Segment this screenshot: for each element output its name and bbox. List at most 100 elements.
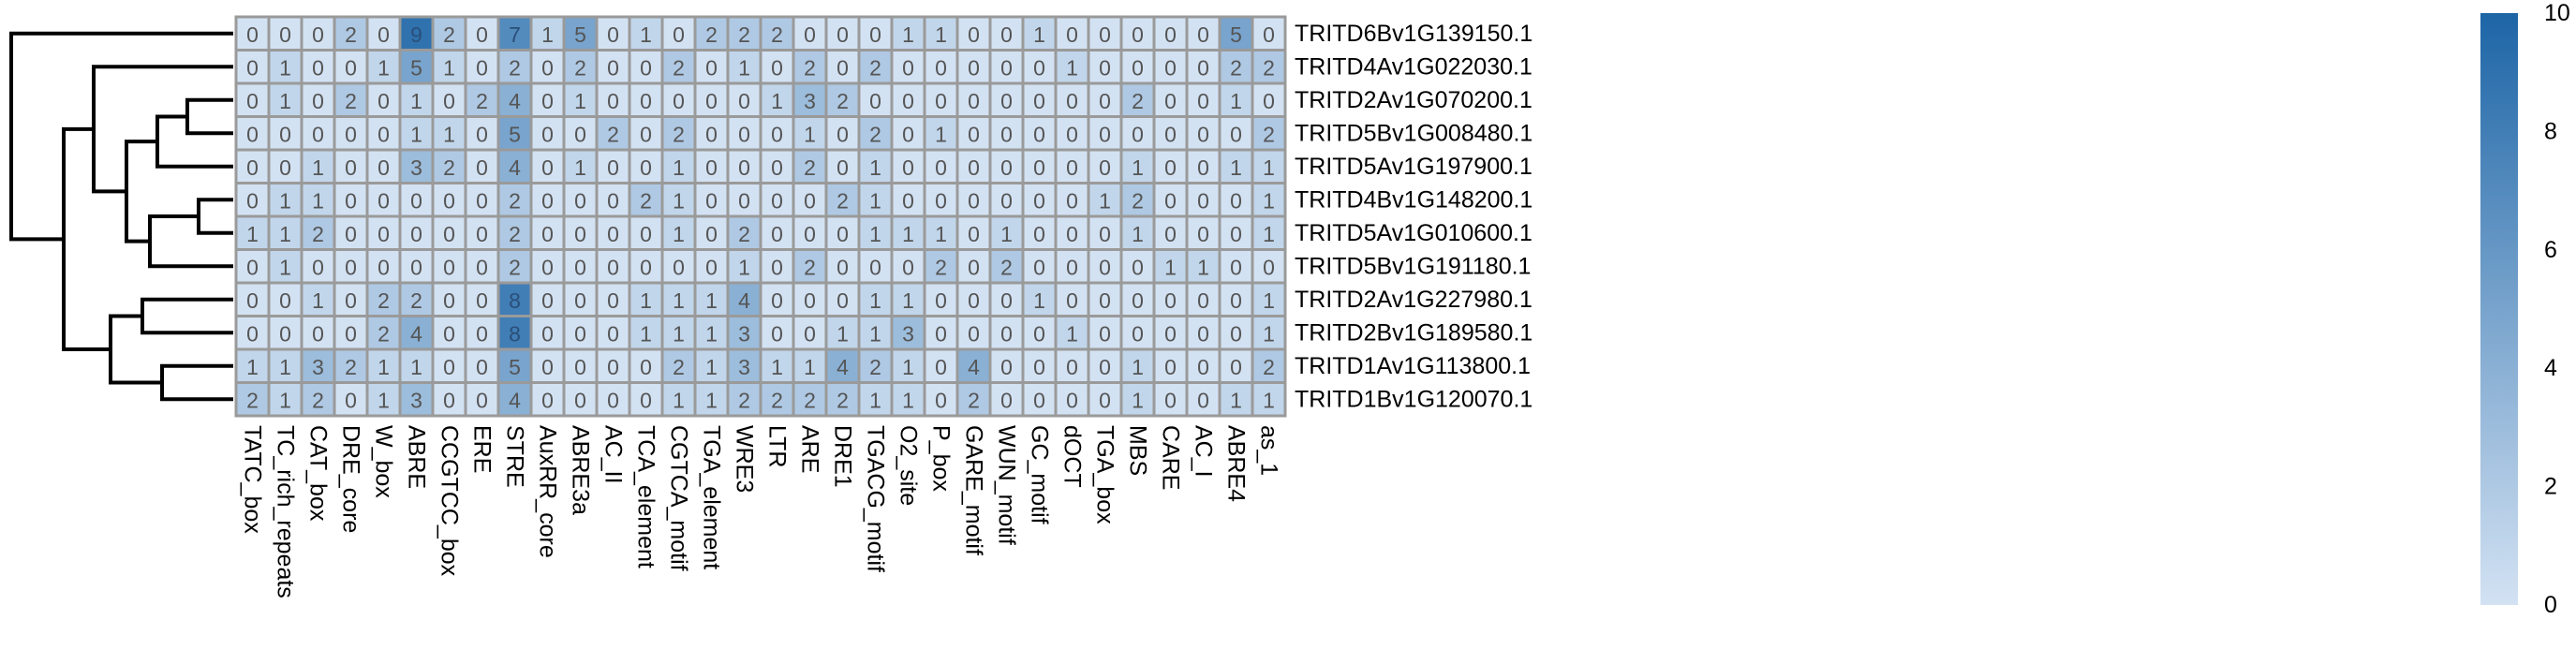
cell-value-label: 0 <box>246 22 259 47</box>
heatmap-cell <box>333 115 369 152</box>
heatmap-cell <box>1218 81 1254 118</box>
cell-value-label: 0 <box>607 22 619 47</box>
heatmap-cell <box>595 182 631 218</box>
cell-value-label: 0 <box>1197 355 1209 379</box>
cell-value-label: 0 <box>279 22 291 47</box>
heatmap-cell <box>529 315 566 351</box>
cell-value-label: 0 <box>836 255 849 279</box>
cell-value-label: 1 <box>1164 255 1177 279</box>
column-label: CAT_box <box>305 425 332 522</box>
cell-value-label: 1 <box>836 321 849 346</box>
colorbar-tick-label: 4 <box>2544 355 2557 381</box>
heatmap-cell <box>267 49 303 85</box>
cell-value-label: 0 <box>1164 22 1177 47</box>
cell-value-label: 0 <box>1197 155 1209 180</box>
cell-value-label: 0 <box>443 288 455 313</box>
cell-value-label: 2 <box>246 388 259 412</box>
cell-value-label: 2 <box>804 155 816 180</box>
cell-value-label: 2 <box>836 188 849 213</box>
cell-value-label: 2 <box>935 255 947 279</box>
cell-value-label: 0 <box>771 222 783 246</box>
cell-value-label: 4 <box>410 321 422 346</box>
row-label: TRITD1Bv1G120070.1 <box>1295 386 1532 412</box>
cell-value-label: 1 <box>1263 388 1275 412</box>
cell-value-label: 0 <box>607 321 619 346</box>
cell-value-label: 1 <box>279 89 291 113</box>
heatmap-cell <box>726 381 762 418</box>
heatmap-cell <box>726 81 762 118</box>
cell-value-label: 0 <box>1000 355 1013 379</box>
cell-value-label: 2 <box>312 388 324 412</box>
cell-value-label: 0 <box>738 89 750 113</box>
cell-value-label: 0 <box>1000 122 1013 146</box>
heatmap-cell <box>1251 347 1287 384</box>
heatmap-cell <box>595 115 631 152</box>
cell-value-label: 0 <box>1066 255 1078 279</box>
heatmap-cell <box>1251 248 1287 285</box>
cell-value-label: 1 <box>246 355 259 379</box>
heatmap-cell <box>1251 315 1287 351</box>
column-label: TCA_element <box>633 425 659 568</box>
cell-value-label: 2 <box>1230 55 1242 80</box>
heatmap-cell <box>759 182 795 218</box>
cell-value-label: 0 <box>246 122 259 146</box>
cell-value-label: 1 <box>279 55 291 80</box>
heatmap-cell <box>1021 148 1058 184</box>
cell-value-label: 0 <box>673 22 685 47</box>
heatmap-cell <box>333 49 369 85</box>
cell-value-label: 0 <box>1000 388 1013 412</box>
cell-value-label: 0 <box>968 288 980 313</box>
heatmap-cell <box>693 182 730 218</box>
cell-value-label: 1 <box>673 388 685 412</box>
cell-value-label: 0 <box>279 122 291 146</box>
dendrogram-link <box>92 65 233 194</box>
cell-value-label: 1 <box>1066 321 1078 346</box>
cell-value-label: 0 <box>1066 388 1078 412</box>
cell-value-label: 0 <box>1033 89 1045 113</box>
row-dendrogram <box>9 31 233 402</box>
column-label: LTR <box>764 425 791 467</box>
heatmap-cell <box>693 381 730 418</box>
cell-value-label: 2 <box>378 321 390 346</box>
cell-value-label: 0 <box>1033 55 1045 80</box>
cell-value-label: 1 <box>902 288 914 313</box>
cell-value-label: 0 <box>1099 255 1111 279</box>
column-labels: TATC_box TC_rich_repeats CAT_box DRE_core W_… <box>240 425 1282 598</box>
cell-value-label: 0 <box>476 155 488 180</box>
cell-value-label: 0 <box>246 321 259 346</box>
heatmap-cell <box>1021 381 1058 418</box>
cell-value-label: 0 <box>705 122 718 146</box>
cell-value-label: 1 <box>410 89 422 113</box>
column-label: TGACG_motif <box>863 425 889 572</box>
dendrogram-link <box>185 97 233 136</box>
cell-value-label: 4 <box>738 288 750 313</box>
row-label: TRITD6Bv1G139150.1 <box>1295 21 1532 47</box>
cell-value-label: 2 <box>673 355 685 379</box>
cell-value-label: 1 <box>771 355 783 379</box>
cell-value-label: 0 <box>1000 288 1013 313</box>
cell-value-label: 0 <box>640 255 652 279</box>
cell-value-label: 1 <box>869 155 881 180</box>
cell-value-label: 1 <box>1000 222 1013 246</box>
cell-value-label: 0 <box>705 222 718 246</box>
cell-value-label: 0 <box>902 188 914 213</box>
cell-value-label: 2 <box>804 255 816 279</box>
cell-value-label: 2 <box>509 55 521 80</box>
cell-value-label: 0 <box>1263 89 1275 113</box>
cell-value-label: 1 <box>1263 321 1275 346</box>
cell-value-label: 0 <box>640 355 652 379</box>
cell-value-label: 2 <box>1263 122 1275 146</box>
heatmap-cell <box>464 214 500 251</box>
cell-value-label: 0 <box>804 288 816 313</box>
cell-value-label: 0 <box>1033 388 1045 412</box>
column-label: CCGTCC_box <box>437 425 463 577</box>
column-label: AuxRR_core <box>535 425 561 558</box>
cell-value-label: 0 <box>1132 288 1144 313</box>
cell-value-label: 4 <box>509 155 521 180</box>
cell-value-label: 1 <box>673 222 685 246</box>
column-label: dOCT <box>1059 425 1086 488</box>
cell-value-label: 1 <box>279 255 291 279</box>
cell-value-label: 5 <box>574 22 586 47</box>
cell-value-label: 1 <box>935 122 947 146</box>
cell-value-label: 0 <box>1033 188 1045 213</box>
